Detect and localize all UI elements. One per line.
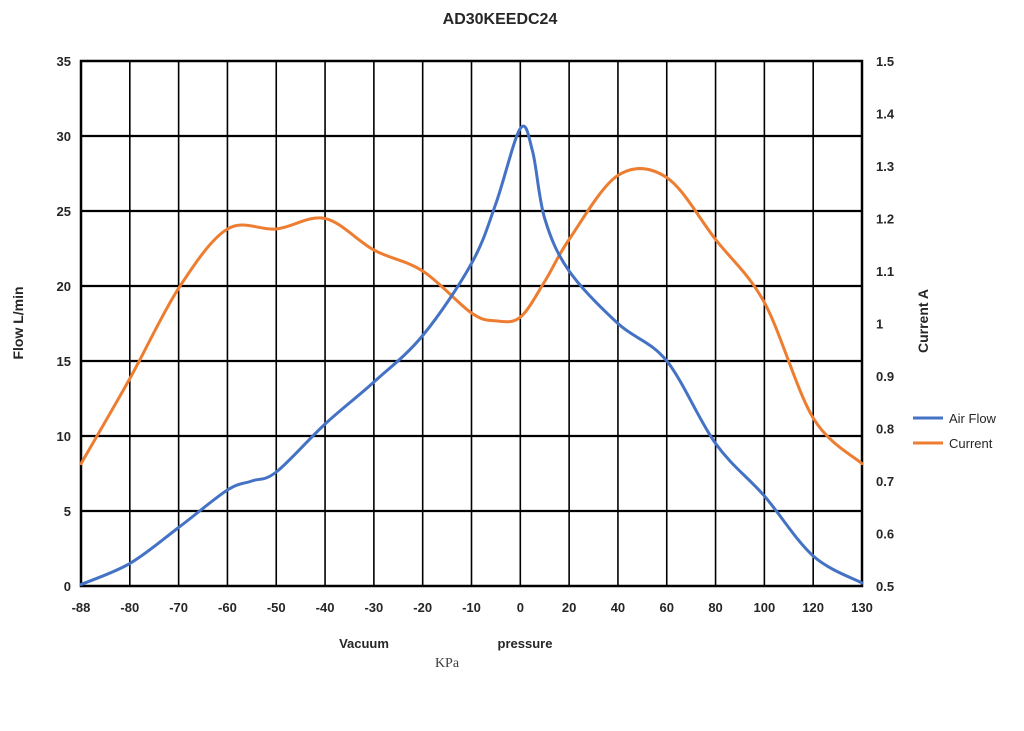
y-right-tick-label: 1.5 (876, 54, 894, 69)
y-right-tick-label: 1 (876, 317, 883, 332)
y-right-axis-label: Current A (915, 289, 931, 353)
x-tick-label: -50 (267, 600, 286, 615)
x-tick-label: -70 (169, 600, 188, 615)
x-tick-label: 100 (754, 600, 776, 615)
y-left-tick-label: 15 (57, 354, 71, 369)
plot-area-border (79, 59, 864, 588)
left-axis-ticks: 0 5 10 15 20 25 30 35 (57, 54, 71, 594)
y-right-tick-label: 1.1 (876, 264, 894, 279)
x-tick-label: -30 (364, 600, 383, 615)
y-right-tick-label: 0.8 (876, 422, 894, 437)
x-sublabel-vacuum: Vacuum (339, 636, 389, 651)
x-axis-ticks: -88 -80 -70 -60 -50 -40 -30 -20 -10 0 20 40 60 80 100 1… (72, 600, 873, 615)
x-tick-label: 40 (611, 600, 625, 615)
series-line-air-flow (79, 124, 864, 586)
x-tick-label: 130 (851, 600, 873, 615)
x-tick-label: -88 (72, 600, 91, 615)
x-tick-label: -40 (316, 600, 335, 615)
y-left-tick-label: 20 (57, 279, 71, 294)
legend-label-current: Current (949, 436, 993, 451)
y-right-tick-label: 0.7 (876, 474, 894, 489)
y-left-tick-label: 5 (64, 504, 71, 519)
y-right-tick-label: 0.6 (876, 527, 894, 542)
vertical-gridlines (129, 61, 814, 586)
legend-label-air-flow: Air Flow (949, 411, 997, 426)
x-tick-label: 120 (802, 600, 824, 615)
y-right-tick-label: 1.2 (876, 212, 894, 227)
chart-title: AD30KEEDC24 (443, 11, 558, 28)
x-tick-label: 60 (660, 600, 674, 615)
x-sublabel-pressure: pressure (498, 636, 553, 651)
x-tick-label: 20 (562, 600, 576, 615)
y-left-tick-label: 10 (57, 429, 71, 444)
y-right-tick-label: 0.5 (876, 579, 894, 594)
y-left-tick-label: 0 (64, 579, 71, 594)
horizontal-gridlines (81, 134, 862, 513)
x-axis-unit-label: KPa (435, 656, 460, 671)
y-right-tick-label: 1.4 (876, 107, 895, 122)
y-left-tick-label: 25 (57, 204, 71, 219)
x-tick-label: -20 (413, 600, 432, 615)
x-tick-label: -10 (462, 600, 481, 615)
y-left-tick-label: 35 (57, 54, 71, 69)
series-line-current (79, 167, 864, 466)
right-axis-ticks: 0.5 0.6 0.7 0.8 0.9 1 1.1 1.2 1.3 1.4 1.5 (876, 54, 895, 594)
x-tick-label: 80 (708, 600, 722, 615)
y-right-tick-label: 0.9 (876, 369, 894, 384)
y-left-tick-label: 30 (57, 129, 71, 144)
x-tick-label: -80 (120, 600, 139, 615)
legend: Air Flow Current (913, 411, 997, 451)
x-tick-label: -60 (218, 600, 237, 615)
y-left-axis-label: Flow L/min (10, 286, 26, 359)
x-tick-label: 0 (517, 600, 524, 615)
y-right-tick-label: 1.3 (876, 159, 894, 174)
